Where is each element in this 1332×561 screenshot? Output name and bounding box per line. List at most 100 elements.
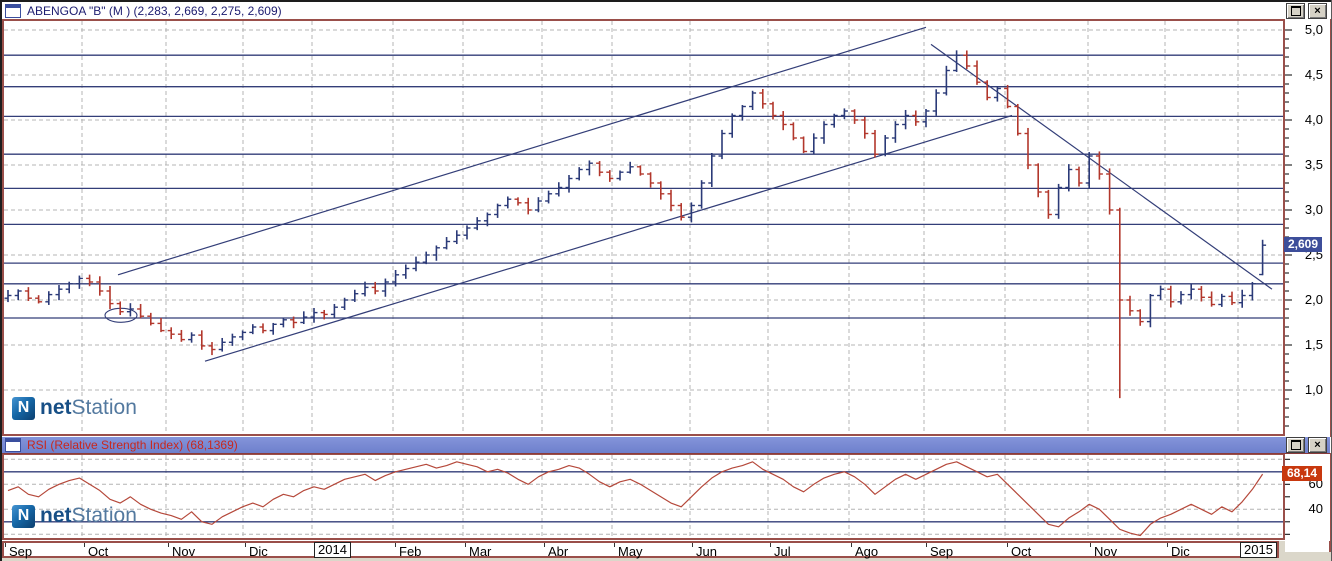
x-axis-tick (926, 543, 927, 547)
ohlc-bar (483, 212, 491, 227)
ohlc-bar (392, 269, 400, 287)
ohlc-bar (341, 297, 349, 310)
x-axis-tick (851, 543, 852, 547)
ohlc-bar (1044, 189, 1052, 219)
price-chart-plot[interactable] (4, 21, 1283, 434)
ohlc-bar (75, 275, 83, 289)
ohlc-bar (147, 312, 155, 326)
x-axis-tick (465, 543, 466, 547)
ohlc-bar (269, 322, 277, 335)
x-axis-tick (770, 543, 771, 547)
ohlc-bar (616, 170, 624, 181)
ohlc-bar (830, 113, 838, 128)
ohlc-bar (596, 161, 604, 177)
netstation-logo: N net Station (12, 504, 137, 528)
x-axis-label: Mar (469, 544, 492, 559)
close-button[interactable]: × (1308, 2, 1327, 19)
ohlc-bar (851, 109, 859, 124)
price-axis[interactable]: 5,0 4,5 4,0 3,5 3,0 2,5 2,0 1,5 1,0 (1285, 19, 1332, 437)
ohlc-bar (963, 50, 971, 70)
ohlc-bar (504, 196, 512, 209)
ohlc-bar (534, 197, 542, 213)
last-price-tag: 2,609 (1284, 237, 1322, 253)
ohlc-bar (208, 342, 216, 356)
ohlc-bar (86, 274, 94, 287)
ohlc-bar (1248, 281, 1256, 301)
x-axis-label: Nov (1094, 544, 1118, 559)
rsi-plot[interactable] (4, 455, 1283, 538)
main-chart-titlebar[interactable]: ABENGOA "B" (M ) (2,283, 2,669, 2,275, 2… (2, 2, 1330, 19)
ohlc-bar (871, 129, 879, 158)
ohlc-bar (840, 108, 848, 120)
ohlc-bar (1065, 164, 1073, 192)
ohlc-bar (1218, 293, 1226, 307)
ohlc-bar (912, 110, 920, 126)
ohlc-bar (198, 330, 206, 350)
ohlc-bar (106, 285, 114, 310)
maximize-icon (1290, 440, 1301, 450)
ohlc-bar (1075, 166, 1083, 187)
x-axis-label: Dic (249, 544, 268, 559)
netstation-logo: N net Station (12, 396, 137, 420)
ohlc-bar (320, 309, 328, 320)
ohlc-bar (891, 121, 899, 143)
ohlc-bar (575, 167, 583, 181)
ohlc-bar (769, 101, 777, 120)
ohlc-bar (463, 225, 471, 240)
ohlc-bar (565, 175, 573, 193)
rsi-value-tag: 68,14 (1282, 466, 1322, 482)
chart-window-icon[interactable] (5, 3, 21, 18)
ohlc-bar (96, 276, 104, 296)
y-axis-label: 3,5 (1304, 157, 1323, 172)
ohlc-bar (300, 311, 308, 325)
ohlc-bar (279, 317, 287, 328)
rsi-titlebar[interactable]: RSI (Relative Strength Index) (68,1369) … (2, 437, 1330, 454)
x-axis-label: May (618, 544, 643, 559)
ohlc-bar (1055, 183, 1063, 219)
ohlc-bar (55, 285, 63, 301)
ohlc-bar (35, 295, 43, 304)
ohlc-bar (1197, 286, 1205, 302)
ohlc-bar (24, 287, 32, 301)
ohlc-bar (1259, 239, 1267, 276)
ohlc-bar (453, 230, 461, 245)
main-chart-title: ABENGOA "B" (M ) (2,283, 2,669, 2,275, 2… (27, 3, 282, 18)
ohlc-bar (1085, 152, 1093, 189)
ohlc-bar (1095, 151, 1103, 180)
rsi-window-icon[interactable] (5, 438, 21, 452)
maximize-button[interactable] (1286, 2, 1305, 19)
x-axis-tick (692, 543, 693, 547)
ohlc-bar (881, 135, 889, 157)
ohlc-bar (759, 88, 767, 109)
ohlc-bar (1157, 285, 1165, 300)
ohlc-bar (993, 86, 1001, 102)
ohlc-bar (188, 332, 196, 343)
x-axis-label: Oct (1011, 544, 1032, 559)
ohlc-bar (585, 160, 593, 176)
ohlc-bar (494, 203, 502, 218)
ohlc-bar (381, 278, 389, 297)
ohlc-bar (412, 256, 420, 272)
ohlc-bar (626, 161, 634, 174)
x-axis-tick (614, 543, 615, 547)
rsi-maximize-button[interactable] (1286, 437, 1305, 453)
ohlc-bar (667, 189, 675, 212)
x-axis-tick (245, 543, 246, 547)
ohlc-bar (1014, 103, 1022, 136)
ohlc-bar (677, 203, 685, 221)
ohlc-bar (953, 50, 961, 72)
ohlc-bar (218, 337, 226, 352)
time-axis[interactable]: Sep Oct Nov Dic 2014 Feb Mar Abr May Jun Jul Ago Sep… (2, 541, 1279, 559)
ohlc-bar (14, 289, 22, 301)
ohlc-bar (555, 182, 563, 197)
ohlc-bar (4, 290, 12, 303)
x-axis-label: Jul (774, 544, 791, 559)
rsi-close-button[interactable]: × (1308, 437, 1327, 453)
ohlc-bar (698, 180, 706, 209)
ohlc-bar (606, 170, 614, 182)
x-axis-tick (544, 543, 545, 547)
y-axis-label: 1,5 (1304, 337, 1323, 352)
ohlc-bar (932, 89, 940, 116)
logo-text-station: Station (71, 504, 137, 527)
ohlc-bar (290, 316, 298, 329)
